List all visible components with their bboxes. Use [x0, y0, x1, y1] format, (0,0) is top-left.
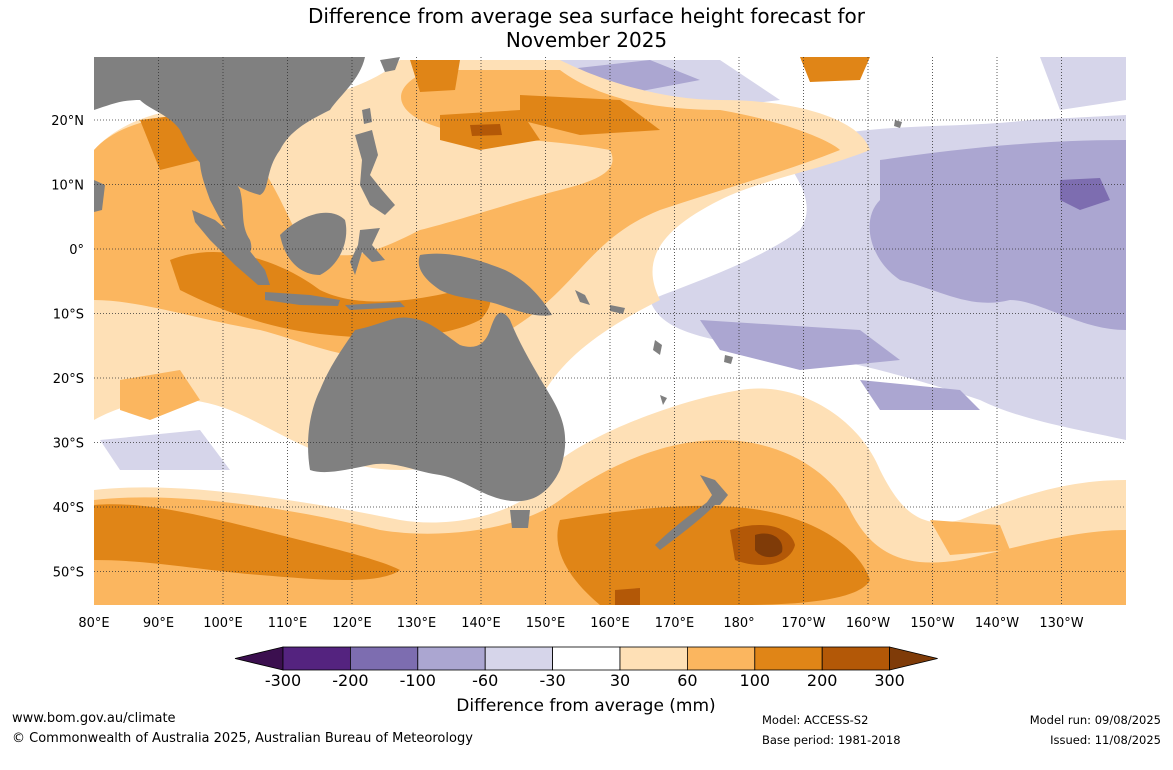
footer-copyright: © Commonwealth of Australia 2025, Austra… [12, 731, 473, 746]
colorbar-tick-label: -60 [472, 671, 499, 690]
footer-issued: Issued: 11/08/2025 [1050, 733, 1161, 747]
longitude-label: 180° [723, 616, 754, 631]
footer-model: Model: ACCESS-S2 [762, 713, 869, 727]
longitude-label: 140°E [461, 616, 501, 631]
latitude-label: 30°S [53, 437, 84, 452]
latitude-label: 10°N [51, 179, 84, 194]
longitude-labels: 80°E 90°E 100°E 110°E 120°E 130°E 140°E 150°E 16… [78, 616, 1083, 631]
longitude-label: 80°E [78, 616, 109, 631]
anomaly-pos-max [755, 533, 783, 558]
colorbar-swatch [754, 646, 823, 671]
colorbar-swatch [484, 646, 554, 671]
longitude-label: 170°E [655, 616, 695, 631]
colorbar-swatch [552, 646, 621, 671]
colorbar-tick-label: -200 [332, 671, 369, 690]
colorbar-swatch [417, 646, 486, 671]
longitude-label: 120°E [332, 616, 372, 631]
title-line-2: November 2025 [505, 28, 668, 52]
gridlines [94, 57, 1126, 605]
longitude-label: 150°W [910, 616, 954, 631]
colorbar-tick-label: -300 [264, 671, 302, 690]
colorbar-swatch [687, 646, 756, 671]
colorbar-swatch [821, 646, 891, 671]
colorbar-extend-low [234, 646, 284, 671]
latitude-label: 40°S [53, 501, 84, 516]
colorbar-tick-label: 60 [677, 671, 698, 690]
colorbar-swatch [282, 646, 351, 671]
footer-model-run: Model run: 09/08/2025 [1029, 713, 1161, 727]
latitude-label: 0° [69, 243, 84, 258]
colorbar-tick-label: -100 [399, 671, 436, 690]
longitude-label: 110°E [268, 616, 308, 631]
map-area [94, 57, 1126, 605]
latitude-label: 10°S [53, 308, 84, 323]
longitude-label: 130°W [1039, 616, 1083, 631]
colorbar-tick-label: -30 [539, 671, 566, 690]
colorbar-tick-label: 300 [874, 671, 905, 690]
colorbar-title: Difference from average (mm) [456, 696, 716, 716]
land [94, 57, 902, 550]
latitude-label: 20°N [51, 114, 84, 129]
colorbar-tick-label: 100 [739, 671, 771, 690]
longitude-label: 140°W [975, 616, 1019, 631]
longitude-label: 90°E [143, 616, 174, 631]
longitude-label: 160°W [846, 616, 890, 631]
latitude-label: 20°S [53, 372, 84, 387]
longitude-label: 130°E [397, 616, 437, 631]
footer-website: www.bom.gov.au/climate [12, 711, 176, 726]
longitude-label: 170°W [781, 616, 825, 631]
colorbar-tick-label: 200 [806, 671, 838, 690]
map-title: Difference from average sea surface heig… [0, 4, 1173, 52]
colorbar-extend-high [889, 646, 938, 671]
colorbar-swatch [619, 646, 688, 671]
footer-base-period: Base period: 1981-2018 [762, 733, 901, 747]
latitude-label: 50°S [53, 566, 84, 581]
longitude-label: 160°E [590, 616, 630, 631]
colorbar-swatch [349, 646, 419, 671]
longitude-label: 100°E [203, 616, 243, 631]
latitude-labels: 20°N 10°N 0° 10°S 20°S 30°S 40°S 50°S [51, 114, 84, 581]
colorbar-tick-label: 30 [609, 671, 631, 690]
title-line-1: Difference from average sea surface heig… [307, 4, 866, 28]
colorbar [234, 646, 938, 671]
longitude-label: 150°E [526, 616, 566, 631]
